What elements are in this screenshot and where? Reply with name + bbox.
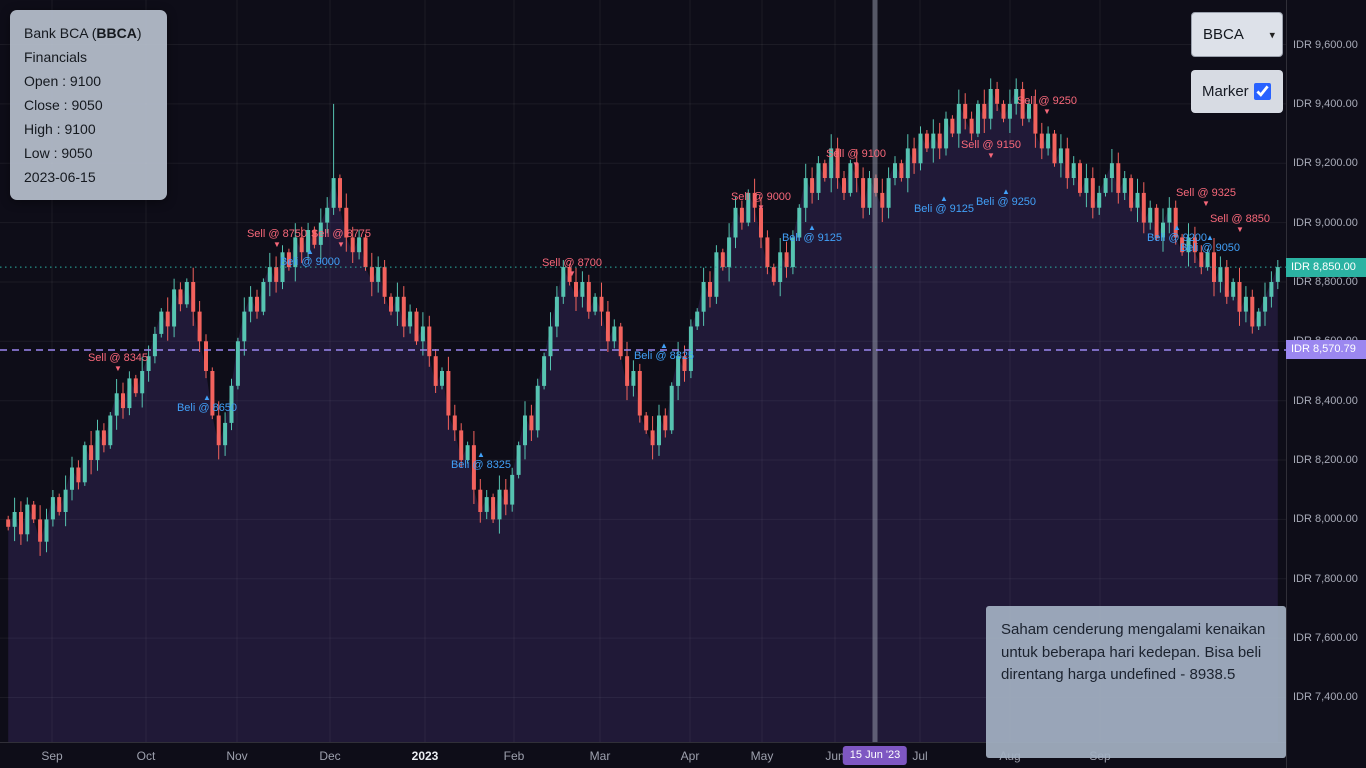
price-tick: IDR 8,200.00: [1293, 454, 1358, 467]
current-price-label: IDR 8,850.00: [1286, 257, 1366, 277]
time-tick: Oct: [136, 749, 156, 763]
prediction-text: Saham cenderung mengalami kenaikan untuk…: [1001, 621, 1266, 683]
price-tick: IDR 8,800.00: [1293, 275, 1358, 288]
time-tick: May: [750, 749, 774, 763]
price-tick: IDR 7,800.00: [1293, 572, 1358, 585]
time-tick: Dec: [319, 749, 341, 763]
time-tick: 2023: [411, 749, 439, 763]
date-value: 2023-06-15: [24, 169, 96, 185]
open-value: Open : 9100: [24, 73, 102, 89]
close-value: Close : 9050: [24, 97, 103, 113]
time-tick: Mar: [589, 749, 611, 763]
ticker-symbol: BBCA: [96, 25, 137, 41]
symbol-select[interactable]: BBCA: [1191, 12, 1283, 57]
level-price-label: IDR 8,570.79: [1286, 340, 1366, 360]
marker-checkbox[interactable]: [1254, 83, 1271, 100]
price-tick: IDR 8,000.00: [1293, 513, 1358, 526]
symbol-select-box: BBCA ▾: [1191, 12, 1283, 57]
chart-canvas: [0, 0, 1286, 742]
price-tick: IDR 9,200.00: [1293, 157, 1358, 170]
sector-label: Financials: [24, 49, 88, 65]
time-tick: Jul: [912, 749, 928, 763]
time-tick: Feb: [503, 749, 525, 763]
candlestick-chart[interactable]: [0, 0, 1286, 742]
marker-toggle-label: Marker: [1202, 83, 1249, 100]
time-tick: Jun: [825, 749, 845, 763]
crosshair-date-badge: 15 Jun '23: [842, 746, 908, 765]
price-tick: IDR 9,600.00: [1293, 38, 1358, 51]
price-tick: IDR 9,000.00: [1293, 216, 1358, 229]
price-axis[interactable]: IDR 9,600.00 IDR 9,400.00 IDR 9,200.00 IDR …: [1286, 0, 1366, 768]
ohlc-info-tooltip: Bank BCA (BBCA) Financials Open : 9100 C…: [10, 10, 167, 200]
company-name: Bank BCA (: [24, 25, 97, 41]
price-tick: IDR 7,600.00: [1293, 632, 1358, 645]
chart-title: Bank BCA (BBCA): [24, 21, 153, 45]
marker-toggle: Marker: [1191, 70, 1283, 113]
title-suffix: ): [136, 25, 142, 41]
high-value: High : 9100: [24, 121, 96, 137]
prediction-tooltip: Saham cenderung mengalami kenaikan untuk…: [986, 606, 1286, 758]
time-tick: Apr: [680, 749, 700, 763]
price-tick: IDR 7,400.00: [1293, 691, 1358, 704]
price-tick: IDR 9,400.00: [1293, 97, 1358, 110]
price-tick: IDR 8,400.00: [1293, 394, 1358, 407]
time-tick: Nov: [226, 749, 248, 763]
low-value: Low : 9050: [24, 145, 93, 161]
time-tick: Sep: [41, 749, 63, 763]
